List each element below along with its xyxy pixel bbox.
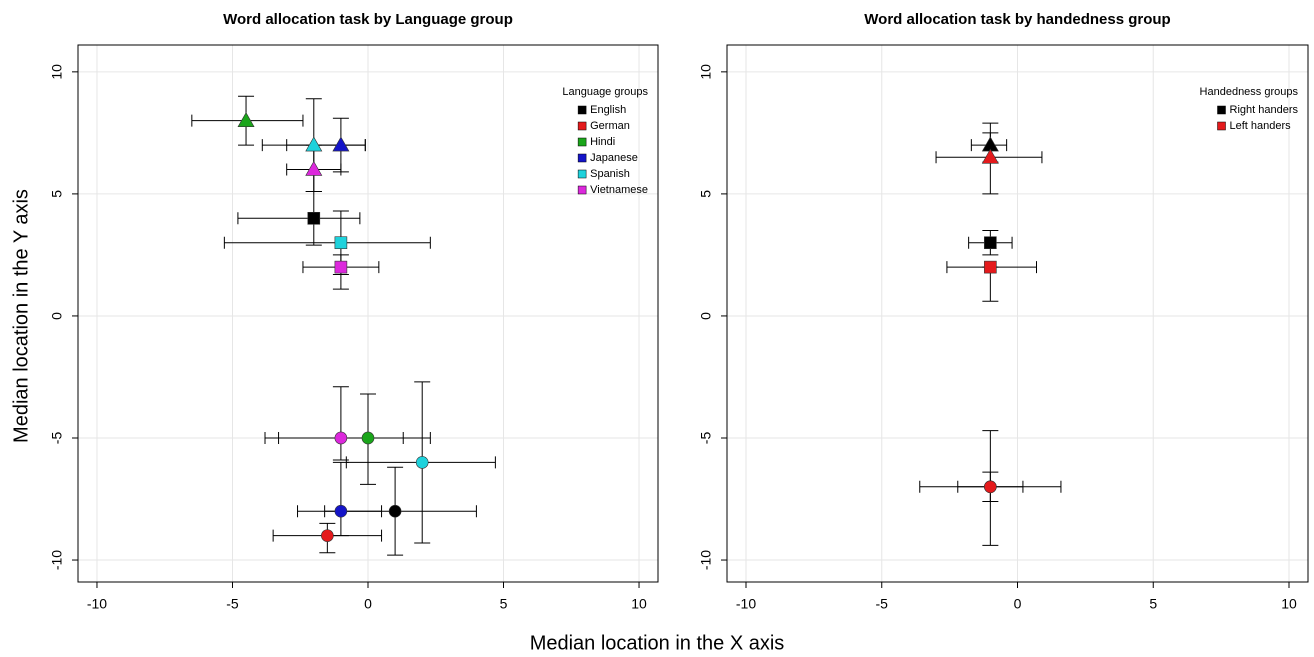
legend-label: Spanish xyxy=(590,168,630,180)
legend-swatch xyxy=(577,169,587,179)
plot-frame xyxy=(77,44,659,583)
point xyxy=(415,456,429,469)
legend-swatch xyxy=(1217,105,1226,115)
legend-label: German xyxy=(590,120,630,132)
legend-label: English xyxy=(590,104,626,116)
y-tick-label: 10 xyxy=(698,64,714,80)
legend-title: Handedness groups xyxy=(1200,86,1299,98)
point xyxy=(237,112,255,127)
y-tick-label: 5 xyxy=(698,190,714,198)
y-tick-label: 5 xyxy=(49,190,65,198)
legend-swatch xyxy=(577,153,587,163)
x-tick-label: 10 xyxy=(1281,596,1297,612)
point xyxy=(388,504,402,518)
legend-label: Vietnamese xyxy=(590,184,648,196)
point xyxy=(334,504,348,518)
x-tick-label: -10 xyxy=(87,596,107,612)
x-tick-label: -5 xyxy=(226,596,239,612)
legend-swatch xyxy=(577,185,587,195)
point xyxy=(984,480,997,494)
y-tick-label: 0 xyxy=(698,312,714,320)
legend-swatch xyxy=(1217,121,1226,131)
legend-label: Hindi xyxy=(590,136,615,148)
y-error-bar xyxy=(332,386,349,461)
y-tick-label: -5 xyxy=(698,432,714,445)
y-axis-label: Median location in the Y axis xyxy=(10,189,32,443)
legend: Language groups English German Hindi Japanes… xyxy=(562,86,648,196)
chart-title: Word allocation task by handedness group xyxy=(864,11,1170,28)
x-tick-label: 0 xyxy=(1014,596,1022,612)
legend-swatch xyxy=(577,105,587,115)
legend-swatch xyxy=(577,121,587,131)
x-axis-label: Median location in the X axis xyxy=(530,632,785,654)
x-error-bar xyxy=(264,431,431,444)
point xyxy=(305,160,323,176)
point xyxy=(332,136,350,152)
point xyxy=(334,236,348,250)
point xyxy=(984,236,997,250)
legend-label: Right handers xyxy=(1230,104,1299,116)
point xyxy=(307,212,321,225)
legend-title: Language groups xyxy=(562,86,648,98)
legend-label: Japanese xyxy=(590,152,638,164)
x-tick-label: 5 xyxy=(1149,596,1157,612)
x-error-bar xyxy=(223,236,431,249)
x-tick-label: -10 xyxy=(736,596,756,612)
y-tick-label: -10 xyxy=(698,550,714,570)
y-tick-label: 10 xyxy=(49,64,65,80)
point xyxy=(981,148,999,164)
point xyxy=(361,431,375,445)
x-tick-label: -5 xyxy=(876,596,889,612)
y-tick-label: 0 xyxy=(49,312,65,320)
plot-frame xyxy=(726,44,1309,583)
y-tick-label: -5 xyxy=(49,432,65,445)
legend: Handedness groups Right handers Left hande… xyxy=(1200,86,1299,132)
point xyxy=(305,136,323,152)
point xyxy=(321,529,334,542)
y-tick-label: -10 xyxy=(49,550,65,570)
legend-label: Left handers xyxy=(1230,120,1292,132)
x-tick-label: 0 xyxy=(364,596,372,612)
point xyxy=(334,431,348,445)
legend-swatch xyxy=(577,137,587,147)
x-tick-label: 10 xyxy=(631,596,647,612)
point xyxy=(334,260,348,274)
x-error-bar xyxy=(237,212,361,225)
x-tick-label: 5 xyxy=(500,596,508,612)
point xyxy=(984,260,997,274)
y-error-bar xyxy=(332,461,349,537)
chart-title: Word allocation task by Language group xyxy=(223,11,513,28)
